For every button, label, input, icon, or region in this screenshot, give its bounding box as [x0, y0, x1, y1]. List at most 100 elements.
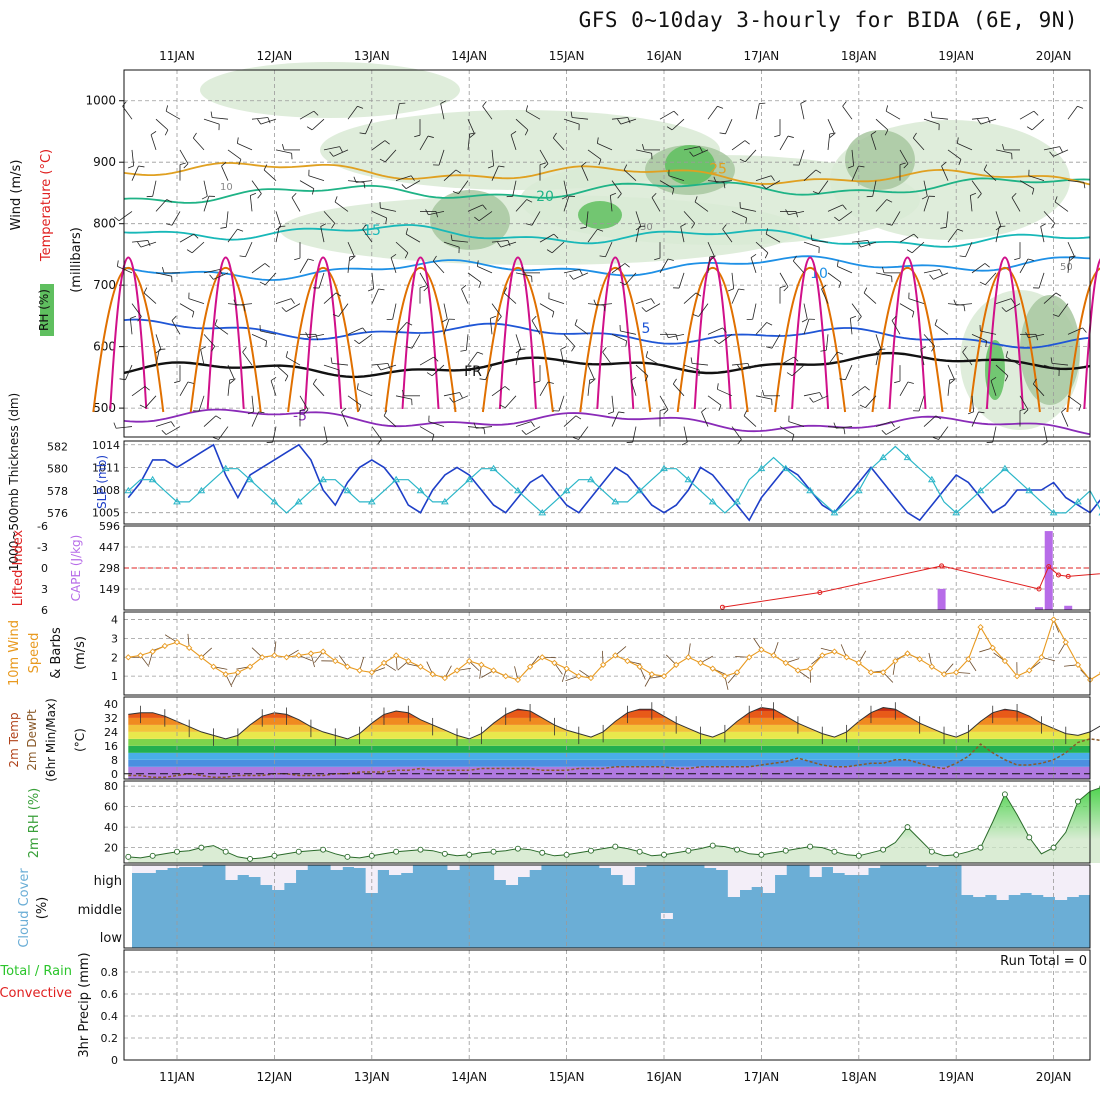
slp-tick-label: 1014 [92, 439, 120, 452]
wind-barb [573, 272, 589, 280]
wind-barb [476, 426, 493, 429]
wind-tick-label: 3 [111, 632, 118, 645]
wind-barb-flag [526, 223, 533, 226]
wind-barb-flag [990, 376, 997, 381]
wind-barb [932, 117, 949, 120]
wind-barb-flag [410, 175, 415, 181]
thickness-point [538, 508, 547, 516]
wind-barb [551, 241, 565, 254]
wind-speed-point [733, 669, 741, 676]
wind-barb [299, 258, 309, 274]
wind-barb-flag [602, 347, 607, 353]
wind-barb-flag [452, 191, 459, 194]
wind-barb [443, 318, 450, 335]
rh-tick-label: 20 [104, 842, 118, 855]
wind-barb-flag [546, 249, 553, 254]
wind-barb-flag [977, 193, 982, 199]
wind-barb [347, 395, 362, 406]
wind-barb-flag [792, 255, 797, 262]
cloud-high-cell [353, 865, 367, 868]
wind-barb [395, 103, 400, 120]
wind-barb-flag [243, 305, 246, 312]
wind-barb [419, 135, 429, 151]
temp-contour-30 [92, 267, 165, 413]
date-label-top: 18JAN [841, 49, 877, 63]
wind-barb [995, 226, 1000, 243]
wind-barb-flag [362, 224, 367, 230]
temp-line [128, 706, 1100, 740]
wind-speed-point [673, 661, 680, 668]
wind-speed-point [466, 657, 473, 665]
temp-contour-35 [304, 256, 343, 410]
wind-barb [432, 260, 445, 274]
wind-barb [477, 265, 493, 274]
wind-barb-flag [983, 164, 988, 171]
wind-speed-point [685, 654, 692, 661]
wind-barb-flag [377, 364, 382, 371]
wind-barb [635, 211, 642, 227]
wind-barb-flag [783, 286, 789, 292]
thickness-point [294, 497, 303, 505]
wind-barb [213, 272, 229, 280]
wind-barb [563, 334, 576, 347]
wind-barb-flag [179, 162, 186, 166]
wind-barb [1019, 395, 1029, 410]
wind-barb-flag [891, 315, 897, 321]
temp-tick-label: 24 [104, 726, 118, 739]
rh-point [417, 846, 424, 853]
wind-speed-point [575, 672, 582, 680]
slp-axis-label: SLP (mb) [95, 455, 109, 509]
thickness-point [343, 486, 352, 494]
wind-barb [203, 118, 220, 125]
cloud-high-cell [984, 865, 998, 895]
wind-barb-10m [700, 655, 713, 664]
cloud-high-cell [330, 865, 343, 870]
wind-barb [341, 411, 349, 427]
wind-barb-flag [623, 164, 628, 171]
wind-barb [318, 272, 325, 289]
wind-barb [803, 303, 808, 320]
rh-point [977, 844, 984, 851]
wind-barb [1019, 258, 1029, 274]
wind-speed-point [222, 671, 229, 678]
wind-barb-flag [331, 223, 336, 229]
wind-speed-point [307, 650, 315, 657]
temp-contour-30 [968, 267, 1041, 413]
temp-band [128, 707, 1090, 711]
wind-barb [587, 149, 602, 160]
wind-barb [467, 204, 483, 212]
wind-barb-flag [367, 288, 374, 292]
wind-barb-flag [739, 158, 746, 163]
wind-barb [990, 380, 997, 396]
wind-barb-flag [211, 346, 216, 352]
rh-shade [430, 190, 510, 250]
cloud-high-cell [248, 865, 262, 877]
wind-barb [214, 324, 229, 335]
precip-total-label: Total / Rain [0, 964, 72, 979]
wind-barb-flag [644, 375, 649, 382]
thickness-point [927, 475, 936, 483]
wind-barb-flag [294, 257, 301, 261]
wind-barb-flag [267, 117, 271, 124]
thickness-point [684, 475, 693, 483]
wind-barb [718, 334, 733, 345]
wind-barb-flag [387, 363, 391, 370]
wind-barb [515, 118, 529, 131]
wind-barb-flag [455, 169, 462, 174]
wind-barb [548, 298, 565, 304]
wind-barb-10m [797, 670, 810, 679]
wind-barb-flag [787, 135, 794, 138]
wind-barb [428, 421, 445, 427]
wind-barb-flag [1004, 375, 1009, 382]
wind-barb-flag [147, 240, 151, 247]
cloud-level-label: middle [78, 903, 122, 918]
wind-speed-point [624, 657, 631, 665]
wind-barb [275, 211, 282, 227]
wind-barb-flag [838, 282, 842, 289]
wind-barb-10m [858, 650, 867, 664]
wind-barb-flag [949, 379, 955, 384]
wind-barb [1067, 327, 1083, 335]
wind-barb-flag [1023, 409, 1029, 415]
cloud-high-cell [132, 865, 145, 873]
wind-speed-point [161, 642, 168, 650]
